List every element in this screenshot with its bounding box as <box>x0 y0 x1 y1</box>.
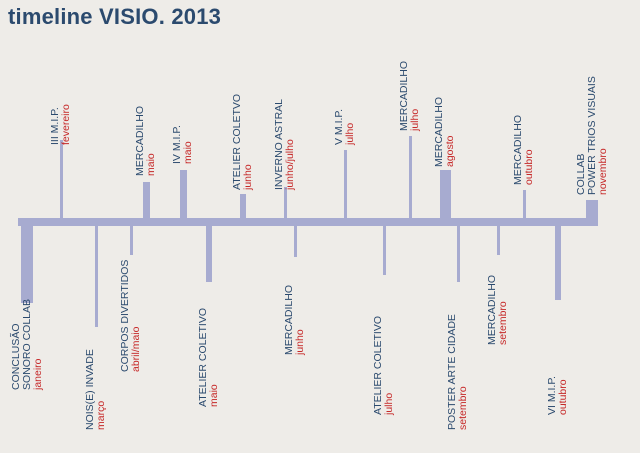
event-name: CONCLUSÃO <box>9 323 22 390</box>
timeline-tick <box>408 136 412 224</box>
event-month: setembro <box>497 301 509 345</box>
event-month: junho <box>242 164 254 190</box>
timeline-tick <box>142 182 150 224</box>
event-month: fevereiro <box>60 104 72 145</box>
event-month: abril/maio <box>130 326 142 372</box>
event-month: outubro <box>523 149 535 185</box>
timeline-tick <box>21 222 33 303</box>
timeline-tick <box>283 187 287 224</box>
timeline-tick <box>382 222 386 275</box>
timeline-tick <box>586 200 598 224</box>
timeline-tick <box>206 222 212 282</box>
timeline-event: NOIS(E) INVADE março <box>84 349 107 430</box>
timeline-tick <box>439 170 451 224</box>
timeline-event: MERCADILHO agosto <box>433 97 456 167</box>
timeline-event: MERCADILHO junho <box>283 285 306 355</box>
timeline-event: ATELIER COLETIVO julho <box>372 316 395 415</box>
timeline-tick <box>496 222 500 255</box>
timeline-event: INVERNO ASTRAL junho/julho <box>273 99 296 190</box>
event-month: julho <box>409 108 421 131</box>
timeline-event: POSTER ARTE CIDADE setembro <box>446 314 469 430</box>
timeline-event: MERCADILHO outubro <box>512 115 535 185</box>
event-name: COLLAB <box>574 153 587 195</box>
timeline-tick <box>343 150 347 224</box>
event-month: setembro <box>457 386 469 430</box>
timeline-event: IV M.I.P. maio <box>171 125 194 164</box>
timeline-tick <box>179 170 187 224</box>
timeline-event: CORPOS DIVERTIDOS abril/maio <box>119 260 142 372</box>
timeline-tick <box>555 222 561 300</box>
timeline-event: MERCADILHO maio <box>134 106 157 176</box>
timeline-event: III M.I.P. fevereiro <box>49 104 72 145</box>
event-month: agosto <box>444 135 456 167</box>
timeline-tick <box>129 222 133 255</box>
event-month: julho <box>383 392 395 415</box>
timeline-tick <box>94 222 98 327</box>
timeline-event: MERCADILHO julho <box>398 61 421 131</box>
event-month: outubro <box>557 379 569 415</box>
event-name: SONORO COLLAB <box>20 298 33 390</box>
timeline-event: COLLAB POWER TRIOS VISUAIS novembro <box>574 76 609 195</box>
event-month: janeiro <box>31 358 44 390</box>
timeline-tick <box>240 194 246 224</box>
event-month: maio <box>145 153 157 176</box>
event-name: POWER TRIOS VISUAIS <box>585 76 598 195</box>
event-month: junho <box>294 329 306 355</box>
timeline-tick <box>293 222 297 257</box>
timeline-tick <box>59 140 63 224</box>
event-month: maio <box>208 384 220 407</box>
timeline-event: ATELIER COLETVO junho <box>231 94 254 190</box>
event-month: março <box>95 400 107 430</box>
timeline-tick <box>522 190 526 224</box>
timeline-event: ATELIER COLETIVO maio <box>197 308 220 407</box>
event-month: novembro <box>596 148 609 195</box>
timeline-tick <box>456 222 460 282</box>
event-month: maio <box>182 141 194 164</box>
event-month: julho <box>344 122 356 145</box>
timeline-event: VI M.I.P. outubro <box>546 376 569 415</box>
timeline-axis <box>18 218 598 226</box>
event-month: junho/julho <box>284 139 296 190</box>
page-title: timeline VISIO. 2013 <box>8 4 222 29</box>
timeline-event: CONCLUSÃO SONORO COLLAB janeiro <box>9 298 44 390</box>
timeline-event: MERCADILHO setembro <box>486 275 509 345</box>
timeline-event: V M.I.P. julho <box>333 109 356 145</box>
